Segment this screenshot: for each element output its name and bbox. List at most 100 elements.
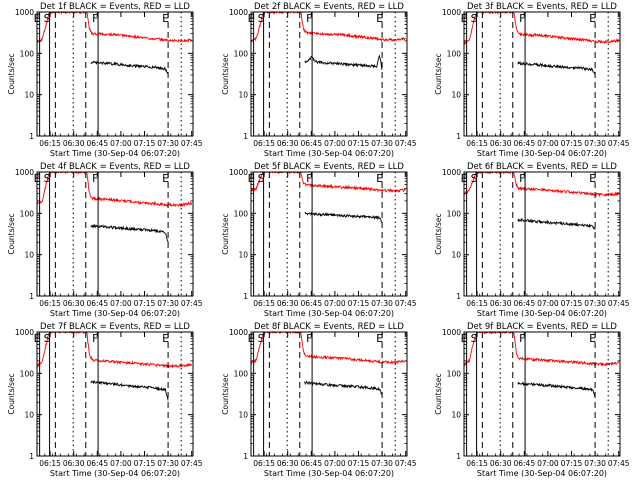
x-tick-label: 06:30 — [490, 459, 512, 468]
chart-title: Det 7f BLACK = Events, RED = LLD — [40, 322, 190, 332]
x-tick-label: 06:30 — [63, 139, 85, 148]
x-tick-label: 07:30 — [584, 299, 606, 308]
events-series-line — [90, 60, 169, 75]
marker-label: E — [376, 332, 383, 345]
y-tick-label: 1 — [29, 292, 34, 301]
x-tick-label: 06:15 — [466, 139, 488, 148]
x-tick-label: 07:00 — [110, 299, 132, 308]
y-tick-label: 10 — [24, 91, 34, 100]
x-tick-label: 07:00 — [537, 459, 559, 468]
events-series-line — [517, 60, 596, 76]
lld-series-line — [251, 332, 406, 365]
y-tick-label: 10 — [451, 251, 461, 260]
y-tick-label: 100 — [447, 209, 462, 218]
y-tick-label: 10 — [24, 411, 34, 420]
chart-title: Det 8f BLACK = Events, RED = LLD — [254, 322, 404, 332]
plot-frame — [36, 11, 194, 137]
y-tick-label: 1 — [29, 452, 34, 461]
y-tick-label: 10 — [451, 91, 461, 100]
y-tick-label: 100 — [20, 49, 35, 58]
x-axis-label: Start Time (30-Sep-04 06:07:20) — [477, 309, 607, 318]
x-tick-label: 07:15 — [348, 459, 370, 468]
x-tick-label: 07:00 — [537, 139, 559, 148]
marker-label: F — [306, 12, 312, 25]
x-tick-label: 06:15 — [253, 299, 275, 308]
chart-title: Det 6f BLACK = Events, RED = LLD — [467, 162, 617, 172]
y-tick-label: 1 — [29, 132, 34, 141]
x-tick-label: 07:15 — [348, 139, 370, 148]
y-tick-label: 1 — [456, 452, 461, 461]
marker-label: F — [92, 172, 98, 185]
marker-label: F — [92, 332, 98, 345]
y-tick-label: 100 — [234, 369, 249, 378]
marker-label: S — [471, 12, 478, 25]
x-tick-label: 07:15 — [134, 139, 156, 148]
x-tick-label: 07:30 — [157, 459, 179, 468]
y-tick-label: 1 — [456, 292, 461, 301]
marker-label: E — [162, 332, 169, 345]
x-tick-label: 07:45 — [181, 459, 203, 468]
x-tick-label: 07:30 — [157, 139, 179, 148]
marker-label: E — [589, 12, 596, 25]
x-axis-label: Start Time (30-Sep-04 06:07:20) — [264, 469, 394, 478]
y-axis-label: Counts/sec — [7, 53, 16, 94]
y-tick-label: 1000 — [229, 328, 248, 337]
x-tick-label: 07:00 — [537, 299, 559, 308]
x-tick-label: 07:15 — [561, 459, 583, 468]
x-tick-label: 07:30 — [584, 459, 606, 468]
x-tick-label: 07:00 — [324, 299, 346, 308]
y-tick-label: 1000 — [15, 8, 34, 17]
x-tick-label: 06:15 — [39, 299, 61, 308]
y-tick-label: 100 — [447, 369, 462, 378]
marker-label: F — [519, 332, 525, 345]
x-tick-label: 06:45 — [86, 139, 108, 148]
chart-title: Det 2f BLACK = Events, RED = LLD — [254, 2, 404, 12]
x-tick-label: 07:30 — [371, 459, 393, 468]
x-tick-label: 06:30 — [277, 299, 299, 308]
chart-title: Det 9f BLACK = Events, RED = LLD — [467, 322, 617, 332]
x-tick-label: 06:15 — [39, 459, 61, 468]
plot-frame — [250, 11, 408, 137]
plot-frame — [463, 11, 621, 137]
x-tick-label: 07:15 — [561, 139, 583, 148]
x-tick-label: 07:00 — [324, 459, 346, 468]
x-axis-label: Start Time (30-Sep-04 06:07:20) — [264, 309, 394, 318]
x-tick-label: 06:15 — [253, 459, 275, 468]
x-tick-label: 07:15 — [561, 299, 583, 308]
y-tick-label: 1 — [243, 132, 248, 141]
x-tick-label: 07:00 — [110, 139, 132, 148]
y-tick-label: 10 — [238, 411, 248, 420]
x-tick-label: 07:45 — [395, 459, 417, 468]
y-tick-label: 1000 — [15, 328, 34, 337]
y-tick-label: 10 — [451, 411, 461, 420]
marker-label: F — [519, 12, 525, 25]
x-tick-label: 07:45 — [395, 139, 417, 148]
plot-frame — [250, 331, 408, 457]
x-tick-label: 06:30 — [277, 139, 299, 148]
x-tick-label: 06:30 — [277, 459, 299, 468]
events-series-line — [304, 380, 383, 396]
events-series-line — [90, 223, 169, 243]
y-tick-label: 100 — [234, 49, 249, 58]
y-axis-label: Counts/sec — [434, 53, 443, 94]
x-axis-label: Start Time (30-Sep-04 06:07:20) — [477, 149, 607, 158]
y-tick-label: 100 — [447, 49, 462, 58]
x-tick-label: 06:30 — [63, 459, 85, 468]
y-tick-label: 1 — [456, 132, 461, 141]
x-tick-label: 06:45 — [86, 299, 108, 308]
events-series-line — [90, 380, 169, 401]
chart-title: Det 4f BLACK = Events, RED = LLD — [40, 162, 190, 172]
x-tick-label: 07:00 — [110, 459, 132, 468]
marker-label: S — [44, 12, 51, 25]
x-tick-label: 07:45 — [181, 139, 203, 148]
y-tick-label: 1000 — [442, 328, 461, 337]
x-tick-label: 07:00 — [324, 139, 346, 148]
x-tick-label: 07:45 — [608, 459, 630, 468]
y-axis-label: Counts/sec — [221, 373, 230, 414]
marker-label: S — [258, 332, 265, 345]
